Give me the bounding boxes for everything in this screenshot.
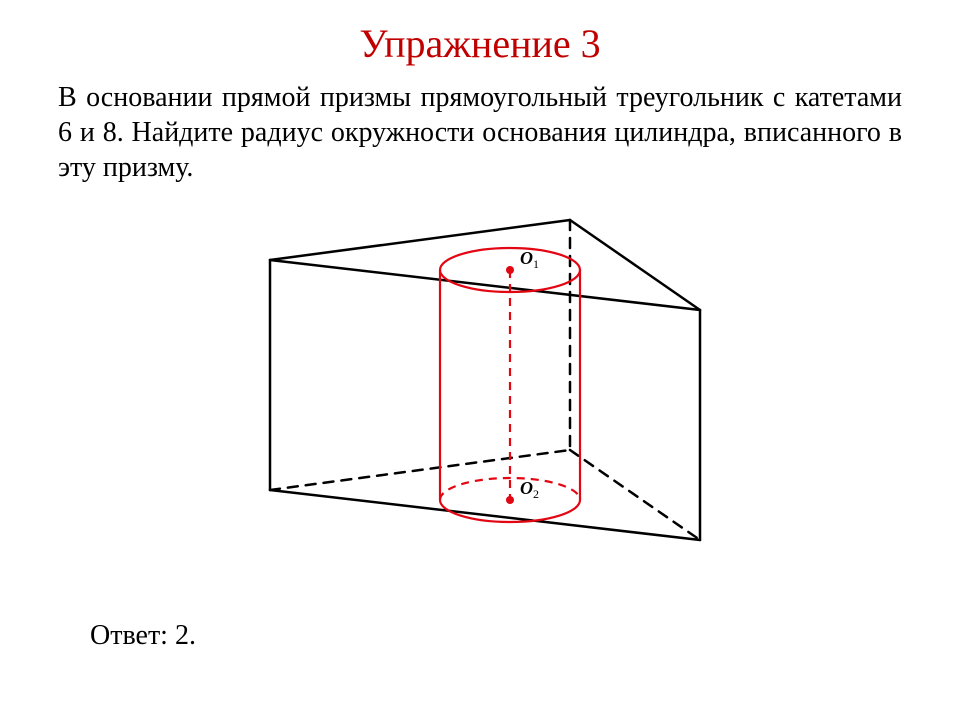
title-text: Упражнение 3 bbox=[359, 21, 600, 66]
answer: Ответ: 2. bbox=[90, 620, 196, 652]
svg-text:O: O bbox=[520, 248, 533, 268]
prism-cylinder-diagram: O1O2 bbox=[250, 200, 720, 580]
answer-label: Ответ: bbox=[90, 620, 168, 651]
page: Упражнение 3 В основании прямой призмы п… bbox=[0, 0, 960, 720]
exercise-title: Упражнение 3 bbox=[0, 20, 960, 67]
svg-text:1: 1 bbox=[533, 257, 539, 271]
diagram-container: O1O2 bbox=[250, 200, 720, 585]
svg-text:O: O bbox=[520, 478, 533, 498]
problem-text: В основании прямой призмы прямоугольный … bbox=[58, 80, 902, 185]
svg-text:2: 2 bbox=[533, 487, 539, 501]
answer-value: 2. bbox=[175, 620, 196, 651]
